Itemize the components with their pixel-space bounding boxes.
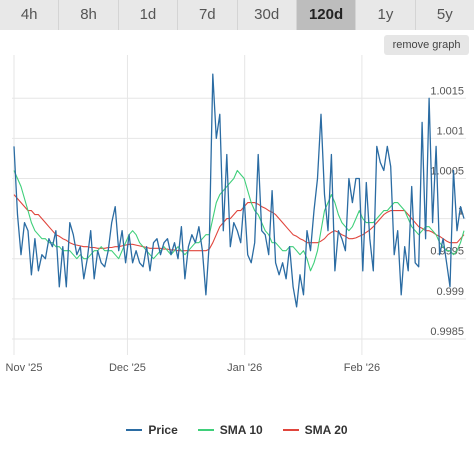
y-tick-label: 0.9985 [430,326,464,338]
tab-4h[interactable]: 4h [0,0,60,30]
tab-5y[interactable]: 5y [436,6,453,23]
legend-label-sma10: SMA 10 [219,423,263,437]
legend-item-sma10[interactable]: SMA 10 [197,423,263,437]
legend-swatch-price [126,429,143,431]
y-tick-label: 1.001 [436,125,464,137]
remove-graph-button[interactable]: remove graph [384,35,469,55]
tab-1y[interactable]: 1y [356,0,416,30]
tab-7d[interactable]: 7d [178,0,238,30]
x-tick-label: Jan '26 [227,362,262,374]
x-tick-label: Nov '25 [6,362,43,374]
y-tick-label: 1.0015 [430,85,464,97]
y-tick-label: 0.9995 [430,246,464,258]
legend-label-price: Price [148,423,178,437]
tab-8h[interactable]: 8h [59,0,119,30]
y-tick-label: 0.999 [436,286,464,298]
x-tick-label: Feb '26 [344,362,380,374]
range-tabs: 4h 8h 1d 7d 30d 120d 1y 5y [0,0,474,30]
legend-item-price[interactable]: Price [126,423,178,437]
y-tick-label: 1 [458,206,464,218]
tab-30d[interactable]: 30d [238,0,297,30]
legend-swatch-sma10 [197,429,214,431]
legend-label-sma20: SMA 20 [304,423,348,437]
sma10-line [13,169,465,272]
x-tick-label: Dec '25 [109,362,146,374]
legend-swatch-sma20 [282,429,299,431]
tab-120d[interactable]: 120d [296,0,357,30]
price-chart[interactable]: 1.0015 1.001 1.0005 1 0.9995 0.999 0.9985 Nov '… [0,55,474,420]
tab-1d[interactable]: 1d [119,0,179,30]
legend-item-sma20[interactable]: SMA 20 [282,423,348,437]
y-tick-label: 1.0005 [430,166,464,178]
price-line [13,73,465,308]
chart-legend: Price SMA 10 SMA 20 [0,420,474,440]
